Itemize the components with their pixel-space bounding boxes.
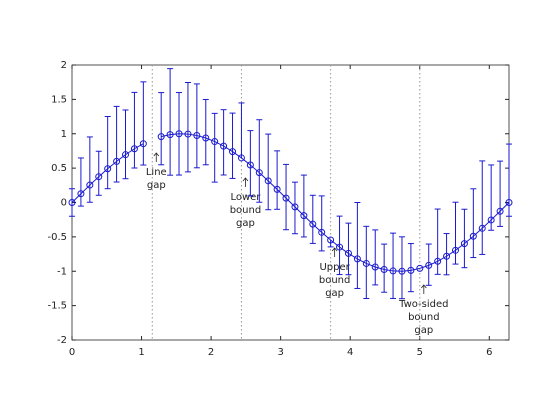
y-tick-label: -1: [57, 266, 67, 277]
annotation-arrow-head: [242, 177, 249, 182]
marker: [336, 243, 344, 251]
y-tick-label: 0: [61, 198, 67, 209]
marker: [264, 177, 272, 185]
y-tick-label: -0.5: [47, 232, 67, 243]
y-tick-label: -1.5: [47, 301, 67, 312]
x-tick-label: 4: [347, 347, 353, 358]
marker: [416, 264, 424, 272]
marker: [104, 165, 112, 173]
marker: [434, 257, 442, 265]
marker: [157, 133, 165, 141]
marker: [425, 261, 433, 269]
marker: [300, 212, 308, 220]
marker: [487, 216, 495, 224]
marker: [130, 145, 138, 153]
marker: [443, 252, 451, 260]
marker: [237, 154, 245, 162]
annotation: Lower: [230, 192, 261, 203]
y-tick-label: 2: [61, 60, 67, 71]
marker: [229, 148, 237, 156]
marker: [389, 267, 397, 275]
annotation: gap: [147, 180, 166, 191]
x-tick-label: 3: [277, 347, 283, 358]
marker: [469, 232, 477, 240]
marker: [166, 131, 174, 139]
x-tick-label: 0: [69, 347, 75, 358]
marker: [505, 199, 513, 206]
marker: [496, 207, 504, 215]
marker: [362, 259, 370, 267]
annotation: Line: [146, 167, 167, 178]
annotation-arrow-head: [421, 284, 427, 289]
y-tick-label: 1: [61, 129, 67, 140]
marker: [451, 246, 459, 254]
y-tick-label: -2: [57, 335, 67, 346]
marker: [68, 199, 76, 206]
marker: [220, 142, 228, 150]
marker: [211, 138, 219, 146]
marker: [478, 224, 486, 232]
marker: [371, 263, 379, 271]
marker: [255, 169, 263, 177]
marker: [327, 236, 335, 244]
series-line: [71, 133, 510, 272]
annotation-arrow-head: [331, 247, 338, 252]
marker: [344, 249, 352, 257]
x-tick-label: 2: [208, 347, 214, 358]
y-tick-label: 0.5: [51, 163, 67, 174]
marker: [86, 181, 94, 189]
marker: [184, 130, 192, 138]
marker: [193, 131, 201, 139]
marker: [246, 161, 254, 169]
annotation: gap: [414, 325, 433, 336]
marker: [273, 185, 281, 193]
annotation: Upper: [319, 262, 350, 273]
annotation: bound: [319, 275, 351, 286]
y-tick-label: 1.5: [51, 94, 67, 105]
annotation: bound: [230, 205, 262, 216]
x-tick-label: 1: [138, 347, 144, 358]
marker: [460, 240, 468, 248]
marker: [139, 140, 147, 148]
marker: [309, 220, 317, 228]
annotation: Two-sided: [398, 299, 448, 310]
annotation-arrow-head: [153, 152, 160, 157]
x-tick-label: 6: [486, 347, 492, 358]
marker: [291, 203, 299, 211]
marker: [407, 266, 415, 274]
annotation: gap: [325, 288, 344, 299]
annotation: bound: [408, 312, 440, 323]
marker: [380, 266, 388, 274]
marker: [113, 157, 121, 165]
marker: [398, 267, 406, 275]
marker: [122, 151, 130, 159]
marker: [95, 173, 103, 181]
marker: [282, 194, 290, 202]
x-tick-label: 5: [417, 347, 423, 358]
marker: [77, 190, 85, 198]
marker: [202, 134, 210, 142]
marker: [318, 228, 326, 236]
marker: [353, 255, 361, 263]
annotation: gap: [236, 218, 255, 229]
marker: [175, 130, 183, 138]
